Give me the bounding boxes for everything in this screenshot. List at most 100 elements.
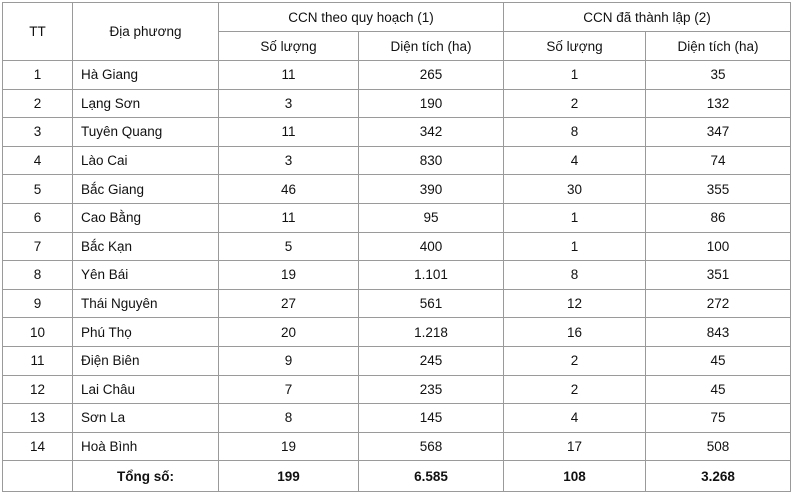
locality-cell: Bắc Giang [72, 174, 219, 204]
cell: 400 [357, 231, 505, 262]
cell: 8 [2, 260, 73, 290]
cell: 8 [503, 117, 647, 147]
cell: 16 [503, 317, 647, 347]
cell: 1 [503, 202, 647, 233]
table-row: 11 Điện Biên 9 245 2 45 [2, 345, 792, 376]
locality-cell: Phú Thọ [72, 317, 219, 347]
cell: 100 [645, 231, 792, 262]
cell: 508 [645, 431, 792, 462]
locality-cell: Yên Bái [72, 260, 219, 290]
cell: 10 [2, 317, 73, 347]
cell: 2 [503, 88, 647, 119]
cell: 355 [645, 174, 792, 204]
cell: 19 [218, 260, 359, 290]
total-row: Tổng số: 199 6.585 108 3.268 [2, 460, 792, 493]
cell: 14 [2, 431, 73, 462]
cell: 30 [503, 174, 647, 204]
cell: 3 [218, 145, 359, 176]
cell: 86 [645, 202, 792, 233]
table-row: 1 Hà Giang 11 265 1 35 [2, 60, 792, 90]
cell: 45 [645, 345, 792, 376]
table-row: 4 Lào Cai 3 830 4 74 [2, 145, 792, 176]
cell: 145 [357, 403, 505, 433]
total-cell: 6.585 [357, 460, 505, 493]
cell: 843 [645, 317, 792, 347]
locality-cell: Điện Biên [72, 345, 219, 376]
subheader-cell: Số lượng [218, 31, 359, 61]
cell: 1.101 [357, 260, 505, 290]
table-row: 13 Sơn La 8 145 4 75 [2, 403, 792, 433]
table-row: 5 Bắc Giang 46 390 30 355 [2, 174, 792, 204]
subheader-row: Số lượng Diện tích (ha) Số lượng Diện tích … [3, 31, 792, 61]
table-row: 8 Yên Bái 19 1.101 8 351 [2, 260, 792, 290]
cell: 8 [218, 403, 359, 433]
table-row: 6 Cao Bằng 11 95 1 86 [2, 202, 792, 233]
cell: 9 [218, 345, 359, 376]
cell: 11 [218, 117, 359, 147]
cell: 2 [2, 88, 73, 119]
cell: 347 [645, 117, 792, 147]
locality-cell: Cao Bằng [72, 202, 219, 233]
cell: 5 [218, 231, 359, 262]
cell: 95 [357, 202, 505, 233]
cell: 46 [218, 174, 359, 204]
cell: 45 [645, 374, 792, 405]
cell: 75 [645, 403, 792, 433]
total-cell: 108 [503, 460, 647, 493]
table-row: 12 Lai Châu 7 235 2 45 [2, 374, 792, 405]
cell: 1 [503, 60, 647, 90]
cell: 13 [2, 403, 73, 433]
cell: 1 [503, 231, 647, 262]
cell: 11 [218, 60, 359, 90]
cell: 19 [218, 431, 359, 462]
cell: 1 [2, 60, 73, 90]
cell: 568 [357, 431, 505, 462]
subheader-cell: Diện tích (ha) [645, 31, 792, 61]
header-cell: TT [2, 2, 73, 61]
cell: 7 [218, 374, 359, 405]
locality-cell: Tuyên Quang [72, 117, 219, 147]
locality-cell: Bắc Kạn [72, 231, 219, 262]
cell: 8 [503, 260, 647, 290]
cell: 2 [503, 374, 647, 405]
cell: 7 [2, 231, 73, 262]
locality-cell: Hà Giang [72, 60, 219, 90]
cell: 245 [357, 345, 505, 376]
cell: 3 [218, 88, 359, 119]
cell: 2 [503, 345, 647, 376]
table-row: 2 Lạng Sơn 3 190 2 132 [2, 88, 792, 119]
total-cell: 3.268 [645, 460, 792, 493]
locality-cell: Sơn La [72, 403, 219, 433]
table-row: 14 Hoà Bình 19 568 17 508 [2, 431, 792, 462]
locality-cell: Lai Châu [72, 374, 219, 405]
cell: 132 [645, 88, 792, 119]
cell: 12 [503, 288, 647, 319]
header-cell: CCN đã thành lập (2) [503, 2, 792, 32]
cell: 17 [503, 431, 647, 462]
cell: 3 [2, 117, 73, 147]
subheader-cell: Số lượng [503, 31, 647, 61]
cell: 342 [357, 117, 505, 147]
cell: 11 [218, 202, 359, 233]
cell: 561 [357, 288, 505, 319]
cell: 1.218 [357, 317, 505, 347]
cell: 74 [645, 145, 792, 176]
cell: 11 [2, 345, 73, 376]
cell: 4 [503, 145, 647, 176]
cell: 4 [2, 145, 73, 176]
header-cell: Địa phương [72, 2, 219, 61]
locality-cell: Lào Cai [72, 145, 219, 176]
cell: 12 [2, 374, 73, 405]
total-label: Tổng số: [72, 460, 219, 493]
cell: 272 [645, 288, 792, 319]
total-cell: 199 [218, 460, 359, 493]
cell: 390 [357, 174, 505, 204]
cell: 5 [2, 174, 73, 204]
cell: 351 [645, 260, 792, 290]
cell: 27 [218, 288, 359, 319]
locality-cell: Hoà Bình [72, 431, 219, 462]
table-row: 10 Phú Thọ 20 1.218 16 843 [2, 317, 792, 347]
cell: 235 [357, 374, 505, 405]
